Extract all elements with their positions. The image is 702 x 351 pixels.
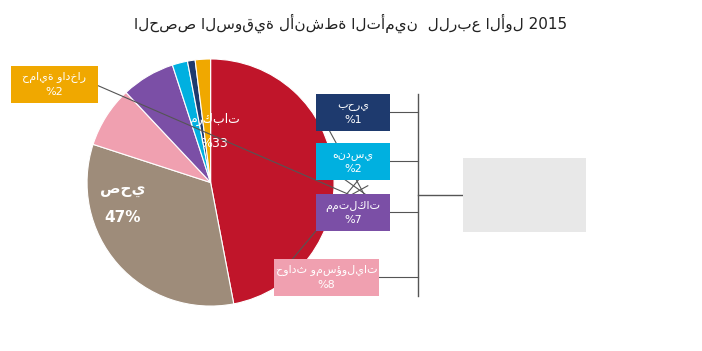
Wedge shape xyxy=(211,59,334,304)
Text: هندسي: هندسي xyxy=(332,150,373,160)
Text: الحصص السوقية لأنشطة التأمين  للربع الأول 2015: الحصص السوقية لأنشطة التأمين للربع الأول… xyxy=(135,14,567,33)
Wedge shape xyxy=(187,60,211,183)
Text: %2: %2 xyxy=(344,164,362,174)
Text: التأمين العام: التأمين العام xyxy=(467,175,583,193)
Text: 47%: 47% xyxy=(105,210,141,225)
Wedge shape xyxy=(93,92,211,183)
Text: حوادث ومسؤوليات: حوادث ومسؤوليات xyxy=(276,265,377,277)
Text: حماية وادخار: حماية وادخار xyxy=(22,72,86,84)
Text: ممتلكات: ممتلكات xyxy=(325,200,380,212)
Wedge shape xyxy=(87,144,234,306)
Text: %51: %51 xyxy=(508,202,541,216)
Wedge shape xyxy=(126,65,211,183)
Text: مركبات: مركبات xyxy=(189,113,239,126)
Text: %7: %7 xyxy=(344,215,362,225)
Text: %1: %1 xyxy=(344,115,362,125)
Text: بحري: بحري xyxy=(337,101,369,111)
Text: صحي: صحي xyxy=(100,182,145,197)
Text: %2: %2 xyxy=(46,87,63,97)
Text: %33: %33 xyxy=(200,137,228,151)
Wedge shape xyxy=(173,61,211,183)
Wedge shape xyxy=(195,59,211,183)
Text: %8: %8 xyxy=(317,280,336,290)
